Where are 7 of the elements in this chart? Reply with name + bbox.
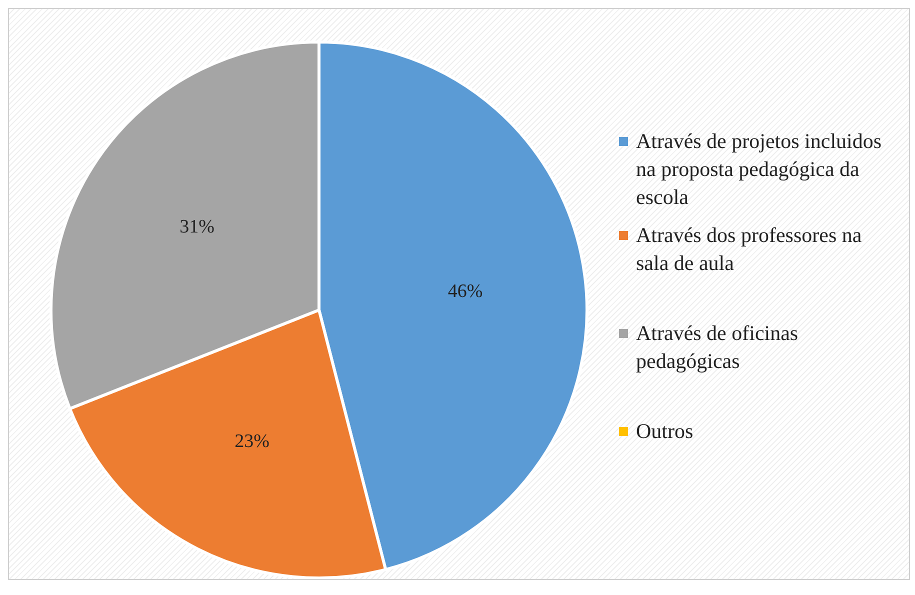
data-label: 23% [234,430,270,452]
legend-label: Através de projetos incluidos na proposta pedagógica da escola [636,128,883,211]
data-label: 46% [448,281,483,302]
legend-label: Outros [636,418,694,445]
data-label: 31% [180,216,215,238]
legend-label: Através dos professores na sala de aula [636,222,863,277]
legend-label: Através de oficinas pedagógicas [636,320,800,375]
